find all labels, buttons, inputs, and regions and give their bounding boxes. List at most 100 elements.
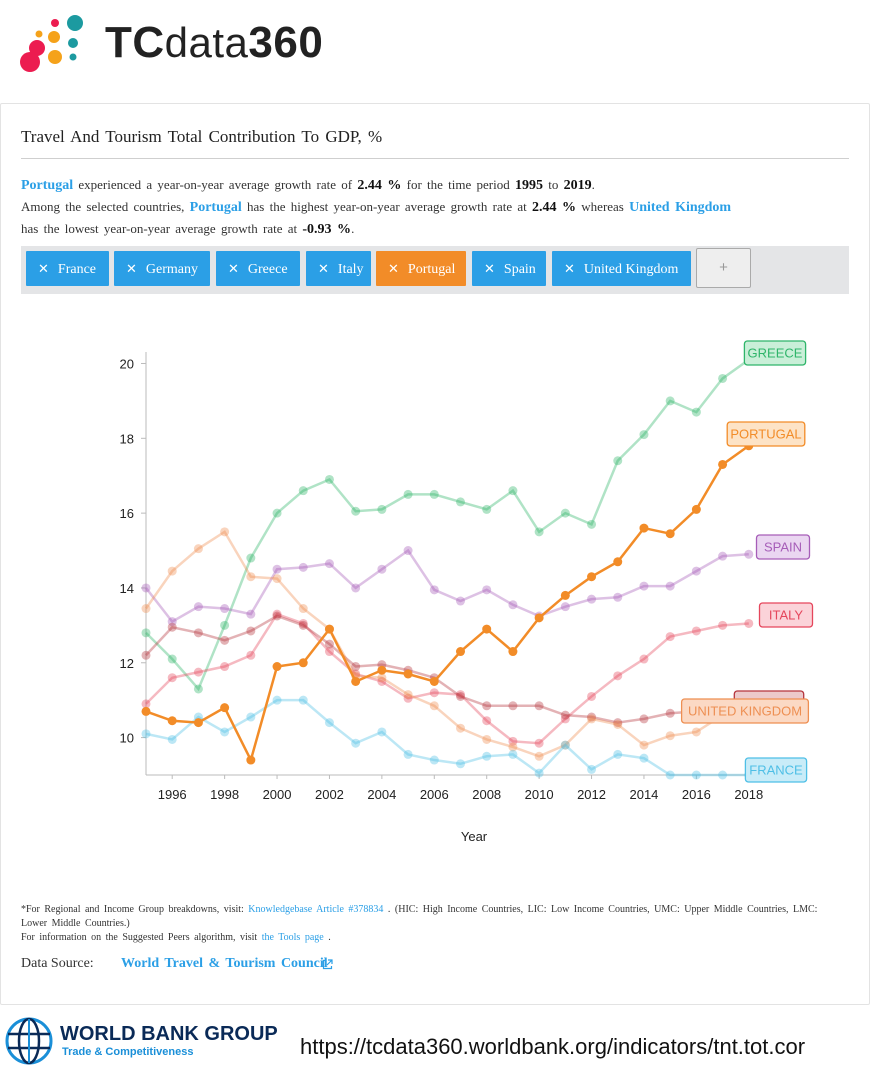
data-point	[324, 647, 334, 657]
data-point	[193, 544, 203, 554]
y-tick-label: 16	[120, 506, 134, 521]
data-point	[560, 602, 570, 612]
data-point	[272, 574, 282, 584]
chip-label: Germany	[145, 262, 198, 277]
data-point	[639, 523, 649, 533]
data-point	[665, 632, 675, 642]
remove-icon[interactable]: ✕	[484, 261, 495, 276]
data-point	[587, 764, 597, 774]
data-point	[691, 727, 701, 737]
chip-label: Italy	[337, 262, 364, 277]
summary-text-5: whereas	[581, 199, 624, 214]
logo-wordmark[interactable]: TCdata360	[105, 18, 323, 68]
data-point	[351, 506, 361, 516]
knowledgebase-link[interactable]: Knowledgebase Article #378834	[248, 904, 384, 915]
data-point	[639, 581, 649, 591]
series-line-germany	[145, 614, 749, 724]
chip-france[interactable]: ✕ France	[26, 251, 109, 286]
data-point	[429, 688, 439, 698]
chip-greece[interactable]: ✕ Greece	[216, 251, 300, 286]
data-point	[482, 624, 492, 634]
data-point	[691, 566, 701, 576]
data-point	[508, 701, 518, 711]
data-point	[534, 751, 544, 761]
summary-highest-link[interactable]: Portugal	[189, 200, 242, 215]
remove-icon[interactable]: ✕	[388, 261, 399, 276]
summary-text-3: Among the selected countries,	[21, 199, 185, 214]
series-line-united-kingdom	[144, 530, 749, 758]
world-bank-logo[interactable]: WORLD BANK GROUP Trade & Competitiveness	[5, 1017, 278, 1067]
data-point	[246, 650, 256, 660]
remove-icon[interactable]: ✕	[228, 261, 239, 276]
site-header: TCdata360	[0, 0, 870, 95]
data-point	[508, 736, 518, 746]
remove-icon[interactable]: ✕	[564, 261, 575, 276]
summary-text-2: for the time period	[406, 177, 510, 192]
chip-italy[interactable]: ✕ Italy	[306, 251, 371, 286]
data-point	[141, 604, 151, 614]
data-point	[560, 508, 570, 518]
data-point	[587, 712, 597, 722]
data-point	[324, 624, 334, 634]
data-point	[560, 714, 570, 724]
data-point	[167, 654, 177, 664]
page-url: https://tcdata360.worldbank.org/indicato…	[300, 1034, 806, 1059]
data-point	[613, 719, 623, 729]
series-line-portugal	[145, 444, 750, 764]
data-point	[141, 729, 151, 739]
summary-lowest-rate: -0.93 %	[302, 222, 352, 237]
chip-spain[interactable]: ✕ Spain	[472, 251, 546, 286]
data-point	[613, 592, 623, 602]
tools-page-link[interactable]: the Tools page	[261, 932, 324, 943]
data-point	[718, 551, 728, 561]
data-point	[560, 740, 570, 750]
data-point	[744, 549, 754, 559]
data-point	[403, 669, 413, 679]
data-point	[193, 718, 203, 728]
add-country-button[interactable]: +	[696, 248, 751, 288]
data-point	[508, 742, 518, 752]
data-point	[429, 676, 439, 686]
data-point	[665, 731, 675, 741]
data-point	[534, 701, 544, 711]
chip-portugal[interactable]: ✕ Portugal	[376, 251, 466, 286]
data-point	[141, 699, 151, 709]
data-point	[220, 604, 230, 614]
data-point	[298, 618, 308, 628]
data-point	[167, 617, 177, 627]
series-label-box	[743, 340, 807, 366]
x-tick-label: 2010	[525, 787, 554, 802]
x-tick-label: 1998	[210, 787, 239, 802]
data-point	[377, 673, 387, 683]
data-point	[167, 673, 177, 683]
globe-icon	[5, 1017, 53, 1065]
x-tick-label: 2002	[315, 787, 344, 802]
data-point	[298, 486, 308, 496]
data-point	[456, 647, 465, 657]
data-point	[534, 613, 544, 623]
data-point	[377, 504, 387, 514]
remove-icon[interactable]: ✕	[126, 261, 137, 276]
x-axis-title: Year	[461, 829, 488, 844]
data-point	[482, 701, 492, 711]
remove-icon[interactable]: ✕	[38, 261, 49, 276]
series-label: SPAIN	[764, 540, 802, 555]
summary-text: Portugal experienced a year-on-year aver…	[21, 174, 847, 240]
data-point	[429, 585, 439, 595]
data-point	[456, 691, 465, 701]
summary-lowest-link[interactable]: United Kingdom	[629, 200, 732, 215]
data-point	[220, 662, 230, 672]
data-point	[534, 768, 544, 778]
chip-united-kingdom[interactable]: ✕ United Kingdom	[552, 251, 691, 286]
external-link-icon[interactable]	[322, 959, 333, 970]
remove-icon[interactable]: ✕	[318, 261, 329, 276]
summary-country-link[interactable]: Portugal	[21, 178, 74, 193]
data-point	[587, 594, 597, 604]
data-point	[456, 723, 465, 733]
data-source-link[interactable]: World Travel & Tourism Council	[121, 956, 328, 971]
summary-to-year: 2019	[563, 178, 592, 193]
chip-germany[interactable]: ✕ Germany	[114, 251, 210, 286]
data-point	[246, 626, 256, 636]
data-point	[691, 504, 701, 514]
data-point	[560, 710, 570, 720]
